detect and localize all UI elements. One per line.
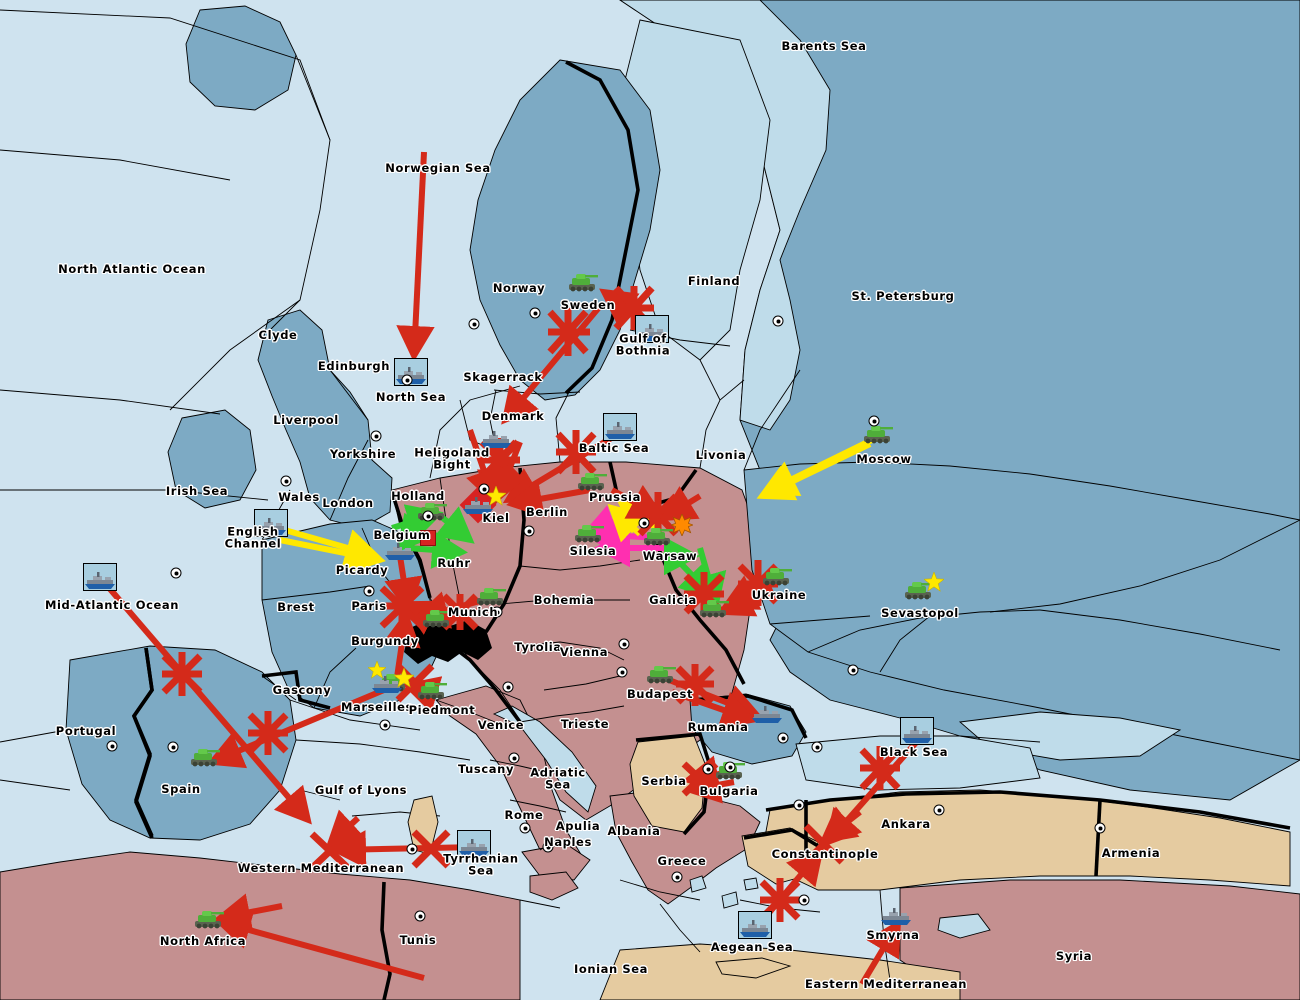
supply-center-dot bbox=[414, 910, 426, 922]
unit-army-silesia[interactable] bbox=[573, 523, 605, 543]
supply-center-dot bbox=[170, 567, 182, 579]
unit-fleet-belgium[interactable] bbox=[383, 543, 417, 561]
unit-fleet-rumania[interactable] bbox=[750, 706, 784, 724]
supply-center-dot bbox=[401, 374, 413, 386]
supply-center-dot bbox=[811, 741, 823, 753]
disband-marker-belgium[interactable] bbox=[420, 530, 436, 546]
supply-center-dot bbox=[638, 517, 650, 529]
supply-center-dot bbox=[724, 761, 736, 773]
unit-army-moscow[interactable] bbox=[862, 424, 894, 444]
supply-center-dot bbox=[529, 307, 541, 319]
supply-center-dot bbox=[468, 318, 480, 330]
supply-center-dot bbox=[868, 415, 880, 427]
supply-center-dot bbox=[280, 475, 292, 487]
supply-center-dot bbox=[508, 752, 520, 764]
supply-center-dot bbox=[523, 525, 535, 537]
unit-fleet-aegean-sea[interactable] bbox=[738, 920, 772, 938]
unit-army-galicia[interactable] bbox=[698, 598, 730, 618]
supply-center-dot bbox=[491, 606, 503, 618]
supply-center-dot bbox=[478, 483, 490, 495]
bounce-x-picardy bbox=[379, 584, 425, 630]
unit-fleet-tyrrhenian-sea[interactable] bbox=[457, 839, 491, 857]
unit-fleet-gulf-of-bothnia[interactable] bbox=[635, 324, 669, 342]
supply-center-dot bbox=[798, 894, 810, 906]
supply-center-dot bbox=[422, 510, 434, 522]
bounce-x-gascony-sea bbox=[247, 711, 289, 755]
unit-fleet-smyrna[interactable] bbox=[879, 908, 913, 926]
supply-center-dot bbox=[847, 664, 859, 676]
explosion-burst-warsaw bbox=[669, 512, 695, 540]
supply-center-dot bbox=[933, 804, 945, 816]
unit-army-prussia[interactable] bbox=[576, 471, 608, 491]
bounce-x-mid-atlantic-route bbox=[161, 652, 203, 696]
unit-army-burgundy[interactable] bbox=[421, 608, 453, 628]
bounce-x-baltic bbox=[555, 430, 597, 475]
bounce-x-skagerrack bbox=[547, 308, 590, 356]
unit-army-ukraine[interactable] bbox=[761, 566, 793, 586]
unit-army-north-africa[interactable] bbox=[193, 909, 225, 929]
supply-center-dot bbox=[702, 763, 714, 775]
unit-army-sweden[interactable] bbox=[567, 272, 599, 292]
supply-center-dot bbox=[777, 732, 789, 744]
supply-center-dot bbox=[502, 681, 514, 693]
supply-center-dot bbox=[671, 871, 683, 883]
unit-fleet-marseilles[interactable] bbox=[370, 676, 404, 694]
capture-star-kiel bbox=[485, 485, 507, 510]
supply-center-dot bbox=[406, 843, 418, 855]
unit-army-warsaw[interactable] bbox=[642, 526, 674, 546]
supply-center-dot bbox=[616, 666, 628, 678]
capture-star-paris bbox=[367, 660, 387, 683]
bounce-x-tyrrhenian bbox=[411, 829, 451, 869]
supply-center-dot bbox=[618, 638, 630, 650]
unit-army-sevastopol[interactable] bbox=[903, 580, 935, 600]
unit-fleet-denmark[interactable] bbox=[479, 431, 513, 449]
supply-center-dot bbox=[542, 841, 554, 853]
unit-fleet-baltic-sea[interactable] bbox=[603, 422, 637, 440]
capture-star-sevastopol bbox=[923, 571, 945, 596]
unit-army-piedmont[interactable] bbox=[416, 680, 448, 700]
supply-center-dot bbox=[167, 741, 179, 753]
unit-fleet-english-channel[interactable] bbox=[254, 518, 288, 536]
unit-fleet-mid-atlantic-ocean[interactable] bbox=[83, 572, 117, 590]
supply-center-dot bbox=[363, 585, 375, 597]
supply-center-dot bbox=[772, 315, 784, 327]
unit-fleet-black-sea[interactable] bbox=[900, 726, 934, 744]
supply-center-dot bbox=[1094, 822, 1106, 834]
supply-center-dot bbox=[793, 799, 805, 811]
unit-army-budapest[interactable] bbox=[645, 664, 677, 684]
unit-army-munich[interactable] bbox=[475, 586, 507, 606]
capture-star-marseilles bbox=[393, 667, 415, 692]
supply-center-dot bbox=[106, 740, 118, 752]
bounce-x-gulf-of-bothnia bbox=[613, 285, 655, 331]
supply-center-dot bbox=[519, 822, 531, 834]
supply-center-dot bbox=[379, 719, 391, 731]
bounce-x-black-sea-approach bbox=[859, 746, 901, 791]
unit-army-spain[interactable] bbox=[189, 747, 221, 767]
supply-center-dot bbox=[370, 430, 382, 442]
unit-fleet-kiel[interactable] bbox=[461, 497, 495, 515]
bounce-x-budapest bbox=[675, 664, 715, 706]
